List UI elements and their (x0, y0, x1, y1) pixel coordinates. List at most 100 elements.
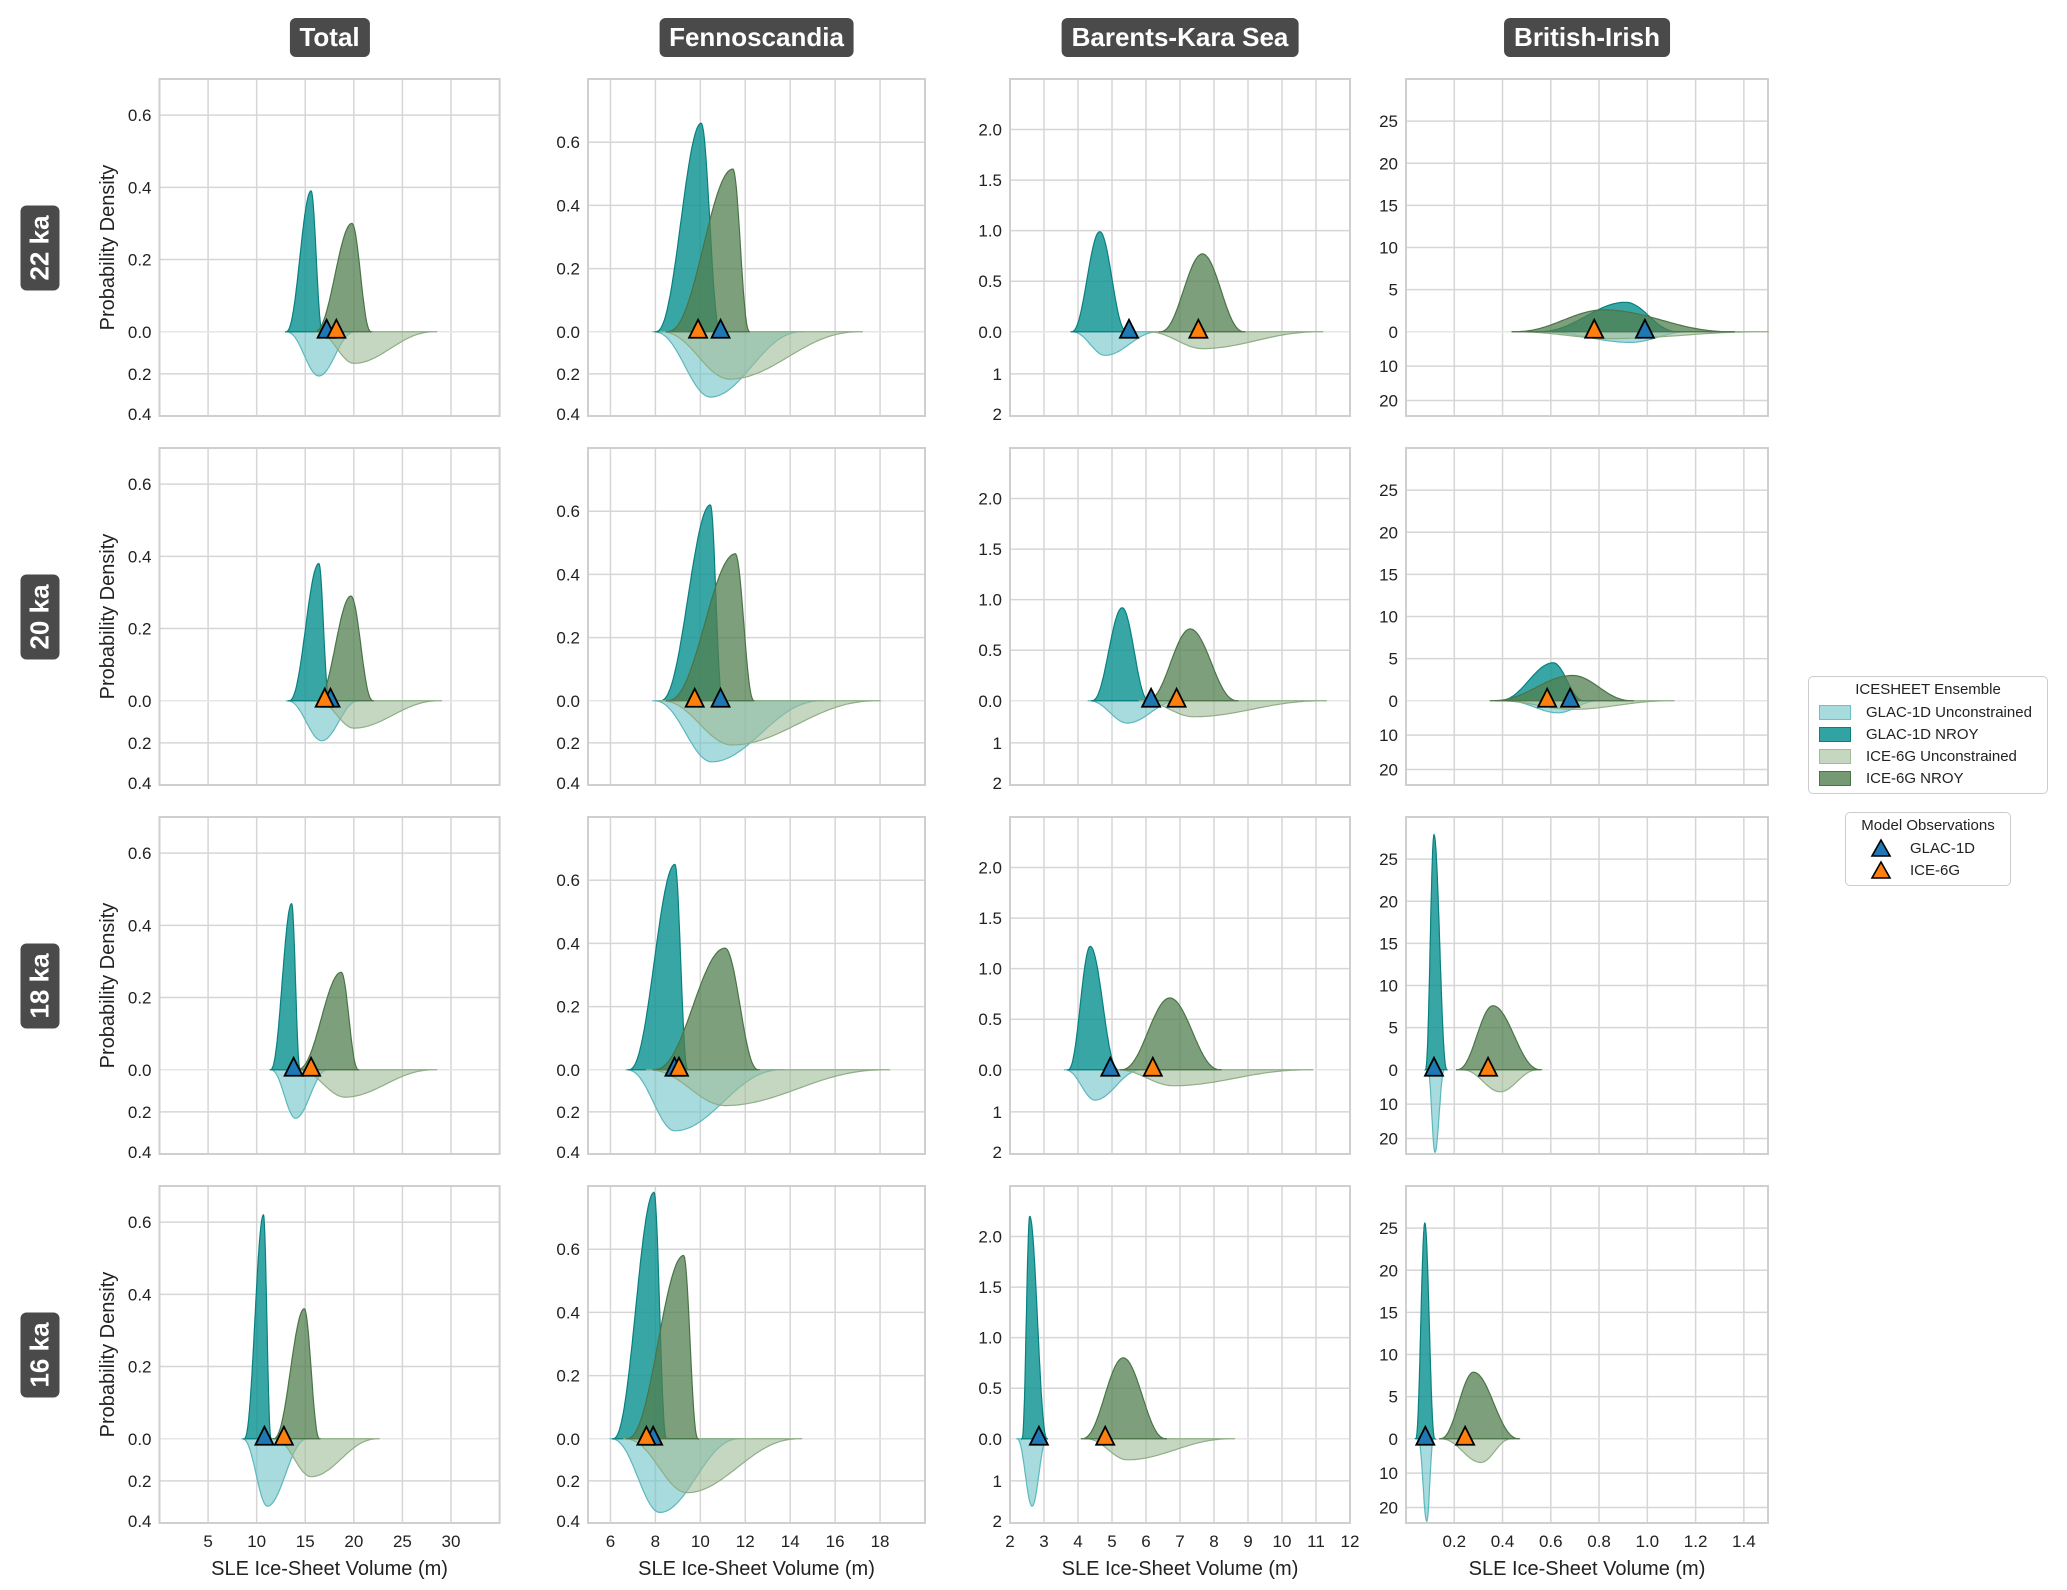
y-tick-label: 10 (1379, 1346, 1398, 1365)
x-axis-label: SLE Ice-Sheet Volume (m) (211, 1558, 448, 1580)
y-tick-label: 25 (1379, 1219, 1398, 1238)
ensemble-legend-title: ICESHEET Ensemble (1855, 681, 2001, 698)
y-tick-label: 5 (1389, 281, 1398, 300)
x-tick-label: 1.4 (1732, 1532, 1756, 1551)
y-tick-label: 0 (1389, 323, 1398, 342)
y-tick-label: 20 (1379, 1130, 1398, 1149)
y-tick-label: 0.0 (978, 1061, 1002, 1080)
x-tick-label: 25 (393, 1532, 412, 1551)
y-tick-label: 0.0 (556, 1061, 580, 1080)
axes-frame (158, 816, 501, 1155)
density-ice-6g-nroy (651, 947, 761, 1071)
x-tick-label: 0.4 (1491, 1532, 1515, 1551)
y-tick-label: 0.4 (556, 196, 580, 215)
row-title: 18 ka (20, 942, 60, 1029)
y-tick-label: 0.4 (128, 405, 152, 424)
density-ice-6g-nroy (1159, 253, 1246, 333)
density-glac-1d-nroy (1070, 231, 1128, 333)
density-glac-1d-nroy (1091, 607, 1150, 702)
y-tick-label: 0.5 (978, 641, 1002, 660)
panel-barents-kara-sea-22ka: 0.0 0.5 1.0 1.5 2.0 1 2 (978, 78, 1351, 424)
obs-marker-ice-6g (1094, 1424, 1116, 1446)
y-tick-label: 5 (1389, 1019, 1398, 1038)
triangle-marker-icon (1870, 860, 1892, 879)
density-ice-6g-unconstrained (1138, 700, 1327, 718)
y-tick-label: 0.2 (128, 251, 152, 270)
obs-marker-ice-6g (273, 1424, 295, 1446)
density-ice-6g-nroy (1489, 674, 1635, 702)
density-ice-6g-nroy (1145, 628, 1239, 702)
legend-label: GLAC-1D Unconstrained (1866, 703, 2032, 721)
swatch-ice-nroy (1819, 770, 1851, 786)
x-tick-label: 16 (826, 1532, 845, 1551)
swatch-ice-unconstrained (1819, 748, 1851, 764)
obs-marker-glac-1d (1414, 1424, 1436, 1446)
y-tick-label: 15 (1379, 565, 1398, 584)
y-tick-label: 0.4 (128, 774, 152, 793)
x-tick-label: 5 (203, 1532, 212, 1551)
legend-label: ICE-6G (1910, 861, 1961, 879)
y-tick-label: 0 (1389, 692, 1398, 711)
y-tick-label: 0.4 (128, 547, 152, 566)
observations-legend: Model Observations GLAC-1D ICE-6G (1845, 812, 2011, 886)
y-tick-label: 0.4 (556, 774, 580, 793)
x-tick-label: 6 (1141, 1532, 1150, 1551)
density-ice-6g-unconstrained (659, 700, 882, 746)
obs-marker-ice-6g (1187, 317, 1209, 339)
y-tick-label: 0.2 (556, 260, 580, 279)
y-tick-label: 10 (1379, 357, 1398, 376)
x-axis-label: SLE Ice-Sheet Volume (m) (1469, 1558, 1706, 1580)
y-tick-label: 0.6 (556, 502, 580, 521)
y-tick-label: 0.2 (128, 734, 152, 753)
y-tick-label: 10 (1379, 977, 1398, 996)
panel-british-irish-22ka: 0 5 10 15 20 25 10 20 (1379, 78, 1769, 417)
y-tick-label: 10 (1379, 726, 1398, 745)
panel-total-18ka: 0.0 0.2 0.4 0.6 0.2 0.4 Probability Density (97, 816, 501, 1162)
legend-item-ice-nroy: ICE-6G NROY (1809, 767, 2047, 789)
x-tick-label: 15 (296, 1532, 315, 1551)
density-ice-6g-unconstrained (1084, 1438, 1235, 1461)
density-ice-6g-nroy (295, 971, 360, 1071)
y-axis-label: Probability Density (97, 534, 119, 700)
x-tick-label: 0.8 (1587, 1532, 1611, 1551)
y-tick-label: 10 (1379, 608, 1398, 627)
legend-item-glac-unconstrained: GLAC-1D Unconstrained (1809, 701, 2047, 723)
y-tick-label: 25 (1379, 850, 1398, 869)
y-tick-label: 1.0 (978, 960, 1002, 979)
y-tick-label: 0.0 (978, 1430, 1002, 1449)
density-glac-1d-nroy (1414, 1222, 1437, 1441)
y-tick-label: 1.0 (978, 591, 1002, 610)
obs-marker-ice-6g (300, 1055, 322, 1077)
density-ice-6g-nroy (313, 222, 373, 333)
x-tick-label: 12 (1341, 1532, 1360, 1551)
y-tick-label: 2.0 (978, 490, 1002, 509)
x-tick-label: 5 (1107, 1532, 1116, 1551)
y-tick-label: 2 (993, 1143, 1002, 1162)
y-tick-label: 10 (1379, 1095, 1398, 1114)
obs-marker-ice-6g (1583, 317, 1605, 339)
axes-frame (1009, 816, 1351, 1155)
y-tick-label: 0.0 (128, 692, 152, 711)
panel-fennoscandia-18ka: 0.0 0.2 0.4 0.6 0.2 0.4 (556, 816, 926, 1162)
obs-marker-glac-1d (283, 1055, 305, 1077)
column-title: British-Irish (1504, 18, 1670, 57)
legend-label: GLAC-1D (1910, 839, 1976, 857)
y-tick-label: 0.4 (128, 916, 152, 935)
x-tick-label: 11 (1307, 1532, 1325, 1551)
obs-marker-ice-6g (668, 1055, 690, 1077)
legend-item-obs-glac: GLAC-1D (1846, 837, 2010, 859)
y-tick-label: 20 (1379, 761, 1398, 780)
density-ice-6g-unconstrained (1145, 331, 1324, 350)
obs-marker-glac-1d (253, 1424, 275, 1446)
x-tick-label: 30 (442, 1532, 461, 1551)
density-glac-1d-unconstrained (1063, 1069, 1144, 1101)
axes-frame (1405, 78, 1769, 417)
x-tick-label: 10 (1273, 1532, 1292, 1551)
axes-frame (158, 447, 501, 786)
density-glac-1d-unconstrained (1417, 1438, 1436, 1523)
panel-fennoscandia-22ka: 0.0 0.2 0.4 0.6 0.2 0.4 (556, 78, 926, 424)
obs-marker-ice-6g (687, 317, 709, 339)
y-tick-label: 10 (1379, 239, 1398, 258)
obs-marker-ice-6g (635, 1424, 657, 1446)
